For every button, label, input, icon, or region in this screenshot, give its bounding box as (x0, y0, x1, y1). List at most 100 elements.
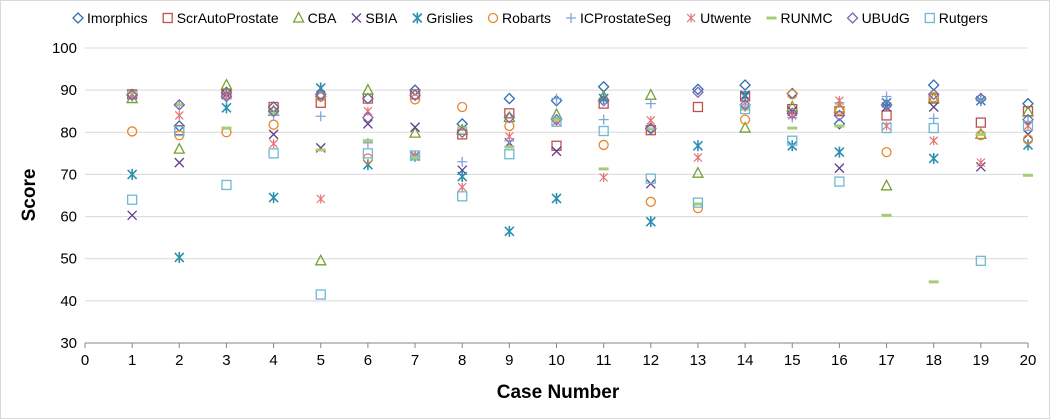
point-rutgers-case-3 (221, 179, 232, 191)
point-ubudg-case-17 (880, 98, 893, 111)
legend-item-imorphics: Imorphics (72, 10, 148, 26)
point-rutgers-case-5 (315, 289, 326, 300)
legend-item-utwente: Utwente (686, 10, 752, 26)
legend-label-robarts: Robarts (502, 10, 551, 26)
point-robarts-case-20 (1022, 134, 1034, 145)
point-sbia-case-6 (362, 118, 373, 129)
x-tick-label-8: 8 (458, 352, 466, 369)
legend-label-runmc: RUNMC (780, 10, 832, 26)
point-grislies-case-20 (1022, 139, 1034, 151)
point-robarts-case-1 (126, 126, 138, 137)
x-tick-label-15: 15 (784, 352, 801, 369)
point-ubudg-case-19 (974, 92, 987, 105)
point-robarts-case-7 (409, 94, 421, 105)
legend-item-robarts: Robarts (487, 10, 551, 26)
point-rutgers-case-20 (1022, 120, 1034, 132)
x-tick-label-20: 20 (1020, 352, 1037, 369)
x-tick-label-10: 10 (548, 352, 565, 369)
x-tick-label-14: 14 (737, 352, 754, 369)
point-ubudg-case-13 (692, 86, 704, 99)
legend-item-sbia: SBIA (351, 10, 398, 26)
legend-marker-utwente (686, 13, 696, 23)
point-cba-case-18 (927, 91, 940, 104)
legend-label-ubudg: UBUdG (862, 10, 910, 26)
x-tick-label-6: 6 (364, 352, 372, 369)
point-ubudg-case-10 (550, 113, 563, 126)
point-rutgers-case-8 (457, 191, 468, 202)
x-tick-label-7: 7 (411, 352, 419, 369)
point-rutgers-case-1 (127, 194, 138, 205)
series-ubudg (126, 86, 1034, 139)
x-tick-label-5: 5 (317, 352, 325, 369)
point-ubudg-case-18 (927, 88, 940, 101)
point-imorphics-case-9 (503, 92, 516, 105)
y-axis-title: Score (19, 169, 40, 222)
legend-label-sbia: SBIA (365, 10, 398, 26)
point-cba-case-2 (173, 142, 186, 154)
point-ubudg-case-5 (314, 88, 327, 101)
point-grislies-case-12 (645, 216, 656, 228)
point-scrautoprostate-case-5 (315, 97, 326, 108)
x-tick-label-11: 11 (596, 352, 612, 369)
point-rutgers-case-6 (362, 148, 374, 159)
point-cba-case-20 (1021, 105, 1035, 117)
point-grislies-case-18 (928, 152, 939, 164)
point-rutgers-case-9 (504, 149, 515, 160)
point-rutgers-case-18 (928, 122, 939, 134)
point-robarts-case-14 (739, 114, 751, 125)
legend-label-icprostateseg: ICProstateSeg (580, 10, 671, 26)
x-tick-label-2: 2 (175, 352, 183, 369)
point-grislies-case-3 (221, 102, 232, 114)
point-imorphics-case-16 (833, 117, 846, 130)
legend-item-rutgers: Rutgers (924, 10, 988, 26)
point-rutgers-case-12 (645, 173, 656, 184)
point-sbia-case-16 (834, 163, 845, 174)
point-rutgers-case-16 (834, 176, 845, 187)
legend-item-runmc: RUNMC (766, 10, 833, 26)
point-cba-case-7 (408, 126, 422, 138)
legend-marker-scrautoprostate (162, 12, 173, 24)
point-grislies-case-16 (834, 146, 845, 158)
y-tick-label-40: 40 (60, 293, 77, 310)
point-ubudg-case-12 (644, 122, 657, 135)
x-tick-label-3: 3 (222, 352, 230, 369)
point-utwente-case-13 (693, 153, 703, 163)
point-sbia-case-1 (127, 210, 138, 221)
point-cba-case-3 (220, 78, 233, 90)
point-utwente-case-9 (504, 132, 514, 141)
legend: Imorphics ScrAutoProstate CBA SBIA Grislies R… (72, 10, 988, 26)
point-grislies-case-13 (692, 140, 704, 152)
point-ubudg-case-15 (786, 107, 799, 120)
legend-label-cba: CBA (308, 10, 337, 26)
point-sbia-case-7 (410, 122, 421, 133)
legend-item-grislies: Grislies (412, 10, 473, 26)
point-utwente-case-6 (363, 106, 373, 116)
series-rutgers (127, 103, 1034, 300)
point-rutgers-case-2 (174, 125, 185, 137)
x-tick-label-1: 1 (128, 352, 136, 369)
point-icprostateseg-case-18 (928, 113, 939, 124)
point-sbia-case-18 (928, 102, 939, 112)
point-sbia-case-2 (174, 157, 185, 168)
point-cba-case-5 (314, 253, 327, 266)
point-robarts-case-5 (315, 91, 326, 102)
legend-item-ubudg: UBUdG (846, 10, 910, 26)
point-rutgers-case-7 (409, 150, 421, 161)
point-robarts-case-18 (928, 92, 939, 103)
point-scrautoprostate-case-10 (551, 140, 562, 151)
point-robarts-case-17 (881, 146, 892, 158)
data-points (126, 78, 1035, 300)
point-icprostateseg-case-11 (598, 114, 609, 125)
point-rutgers-case-17 (881, 122, 892, 134)
legend-marker-robarts (487, 12, 499, 24)
point-ubudg-case-6 (361, 111, 374, 124)
point-robarts-case-12 (645, 196, 656, 207)
point-robarts-case-9 (504, 120, 515, 132)
point-ubudg-case-20 (1022, 113, 1034, 126)
legend-item-icprostateseg: ICProstateSeg (566, 10, 671, 26)
x-tick-label-4: 4 (269, 352, 277, 369)
point-scrautoprostate-case-9 (504, 108, 515, 119)
point-ubudg-case-16 (833, 109, 846, 122)
gridlines (85, 47, 1028, 302)
